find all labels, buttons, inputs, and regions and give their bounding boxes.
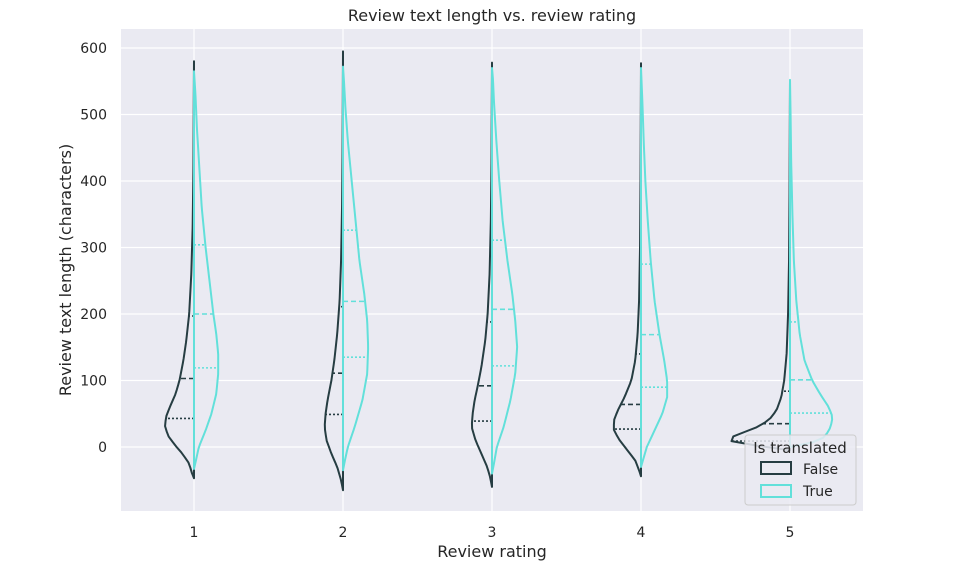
violin-true-rating-2	[342, 65, 370, 472]
violins	[164, 50, 834, 492]
y-tick-label-300: 300	[80, 241, 107, 257]
x-tick-label-2: 2	[339, 525, 348, 541]
violin-true-rating-1	[193, 70, 220, 470]
y-tick-label-200: 200	[80, 307, 107, 323]
legend-box	[744, 434, 857, 506]
y-axis-title: Review text length (characters)	[56, 144, 75, 396]
x-tick-label-1: 1	[190, 525, 199, 541]
y-axis-ticks: 0 100 200 300 400 500 600	[80, 41, 107, 456]
legend-swatch-true	[760, 484, 792, 498]
violin-true-rating-4	[640, 66, 669, 468]
chart-title: Review text length vs. review rating	[348, 6, 636, 25]
y-tick-label-100: 100	[80, 374, 107, 390]
y-tick-label-500: 500	[80, 108, 107, 124]
y-tick-label-400: 400	[80, 174, 107, 190]
y-tick-label-600: 600	[80, 41, 107, 57]
legend-title: Is translated	[753, 439, 847, 457]
x-tick-label-3: 3	[488, 525, 497, 541]
x-axis-ticks: 1 2 3 4 5	[190, 525, 795, 541]
x-tick-label-4: 4	[637, 525, 646, 541]
y-tick-label-0: 0	[98, 440, 107, 456]
violin-true-rating-5	[789, 78, 834, 448]
x-axis-title: Review rating	[437, 542, 547, 561]
legend-swatch-false	[760, 461, 792, 475]
legend-entry-true: True	[802, 484, 833, 500]
legend-entry-false: False	[803, 462, 838, 478]
legend: Is translated False True	[744, 434, 857, 506]
x-tick-label-5: 5	[786, 525, 795, 541]
violin-true-rating-3	[491, 66, 519, 475]
